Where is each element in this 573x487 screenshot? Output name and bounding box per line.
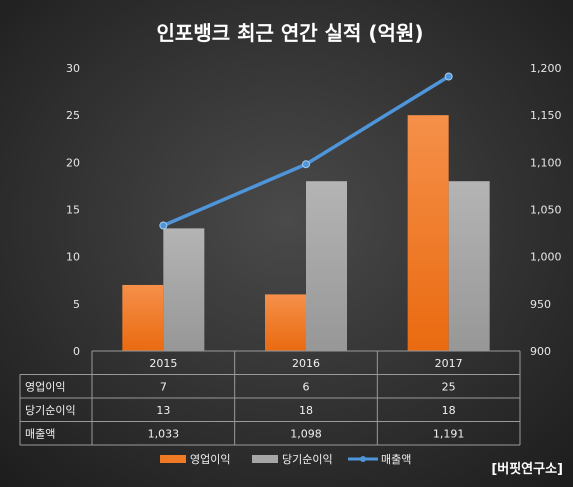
revenue-point	[444, 72, 453, 81]
table-cell: 13	[156, 404, 170, 417]
line-layer	[159, 72, 453, 230]
table-cell: 25	[442, 380, 456, 393]
right-tick-label: 900	[530, 345, 551, 358]
table-row-label: 매출액	[25, 427, 55, 440]
legend-swatch	[252, 455, 278, 463]
revenue-point	[159, 221, 168, 230]
bar-net-income	[163, 228, 205, 351]
table-row-label: 영업이익	[25, 380, 65, 393]
bar-net-income	[448, 181, 490, 351]
table-cell: 1,191	[433, 427, 465, 440]
left-tick-label: 0	[73, 345, 80, 358]
table-cell: 7	[160, 380, 167, 393]
category-label: 2017	[435, 357, 463, 370]
bar-operating-profit	[407, 115, 449, 352]
bars-layer	[122, 115, 490, 352]
legend-swatch-marker	[360, 456, 366, 462]
bar-operating-profit	[265, 294, 306, 351]
right-axis: 900 950 1,000 1,050 1,100 1,150 1,200	[530, 62, 562, 358]
left-tick-label: 30	[66, 62, 80, 75]
legend-label: 당기순이익	[282, 453, 333, 466]
chart-title: 인포뱅크 최근 연간 실적 (억원)	[157, 21, 424, 45]
table-row-label: 당기순이익	[25, 404, 76, 417]
bar-operating-profit	[122, 284, 164, 351]
right-tick-label: 1,000	[530, 251, 562, 264]
right-tick-label: 1,050	[530, 204, 562, 217]
right-tick-label: 1,100	[530, 156, 562, 169]
legend: 영업이익 당기순이익 매출액	[160, 453, 411, 466]
left-tick-label: 5	[73, 298, 80, 311]
right-tick-label: 950	[530, 298, 551, 311]
right-tick-label: 1,200	[530, 62, 562, 75]
left-tick-label: 15	[66, 204, 80, 217]
table-cell: 18	[299, 404, 313, 417]
data-table: 2015 2016 2017 영업이익 7 6 25 당기순이익 13 18 18 매출액 1,033 1…	[19, 350, 521, 446]
right-tick-label: 1,150	[530, 109, 562, 122]
legend-label: 영업이익	[190, 453, 230, 466]
table-cell: 1,098	[290, 427, 322, 440]
left-tick-label: 20	[66, 156, 80, 169]
legend-label: 매출액	[381, 453, 411, 466]
bar-net-income	[306, 181, 347, 351]
category-label: 2015	[149, 357, 177, 370]
table-cell: 6	[303, 380, 310, 393]
category-label: 2016	[292, 357, 320, 370]
legend-swatch	[160, 455, 186, 463]
left-tick-label: 25	[66, 109, 80, 122]
left-tick-label: 10	[66, 251, 80, 264]
revenue-point	[302, 160, 310, 169]
table-cell: 1,033	[148, 427, 180, 440]
left-axis: 0 5 10 15 20 25 30	[66, 62, 80, 358]
table-cell: 18	[442, 404, 456, 417]
source-label: [버핏연구소]	[491, 461, 563, 477]
